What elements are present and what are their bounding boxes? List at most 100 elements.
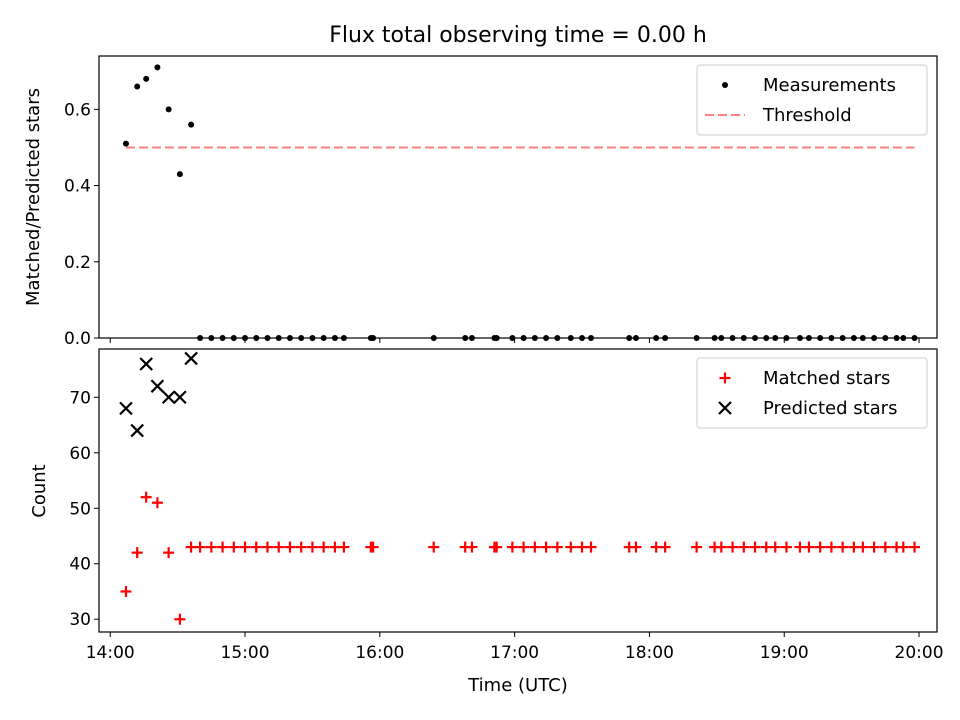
matched-star-marker	[738, 541, 750, 553]
matched-star-marker	[318, 541, 330, 553]
top-legend: Measurements Threshold	[696, 64, 928, 136]
matched-star-marker	[428, 541, 440, 553]
matched-star-marker	[261, 541, 273, 553]
measurement-point	[165, 106, 172, 113]
matched-star-marker	[630, 541, 642, 553]
y-tick-label: 30	[69, 610, 91, 630]
matched-star-marker	[551, 541, 563, 553]
matched-star-marker	[131, 547, 143, 559]
y-tick-label: 40	[69, 555, 91, 575]
bottom-panel: 30 40 50 60 70 14:00 15:00 16:00 17:00 18:00 19:00…	[29, 348, 944, 663]
matched-star-marker	[727, 541, 739, 553]
measurement-point	[143, 75, 150, 82]
legend-label: Measurements	[763, 75, 896, 96]
matched-star-marker	[825, 541, 837, 553]
matched-star-marker	[691, 541, 703, 553]
top-y-axis-label: Matched/Predicted stars	[23, 88, 44, 306]
measurement-point	[176, 171, 183, 178]
chart-title: Flux total observing time = 0.00 h	[329, 23, 707, 48]
legend-box	[696, 64, 928, 136]
x-tick-label: 16:00	[355, 643, 404, 663]
marker-stroke	[130, 423, 144, 438]
legend-marker	[718, 401, 732, 415]
matched-star-marker	[909, 541, 921, 553]
x-tick-label: 18:00	[625, 643, 674, 663]
matched-star-marker	[491, 541, 503, 553]
matched-star-marker	[857, 541, 869, 553]
matched-star-marker	[163, 547, 175, 559]
matched-star-marker	[803, 541, 815, 553]
matched-star-marker	[749, 541, 761, 553]
matched-star-marker	[897, 541, 909, 553]
legend-box	[696, 357, 928, 429]
predicted-star-marker	[161, 390, 176, 405]
marker-stroke	[161, 390, 176, 405]
y-tick-label: 70	[69, 388, 91, 408]
matched-star-marker	[174, 613, 186, 625]
y-tick-label: 50	[69, 499, 91, 519]
matched-star-marker	[466, 541, 478, 553]
matched-star-marker	[868, 541, 880, 553]
x-tick-label: 17:00	[490, 643, 539, 663]
matched-star-marker	[151, 497, 163, 509]
bottom-y-axis-label: Count	[29, 464, 50, 517]
matched-star-marker	[295, 541, 307, 553]
top-axes-frame	[98, 55, 938, 339]
matched-star-marker	[228, 541, 240, 553]
matched-star-marker	[338, 541, 350, 553]
matched-star-marker	[284, 541, 296, 553]
predicted-star-marker	[139, 357, 153, 371]
matched-star-marker	[273, 541, 285, 553]
matched-star-marker	[518, 541, 530, 553]
matched-star-marker	[239, 541, 251, 553]
measurement-point	[188, 121, 195, 128]
bottom-axes-frame	[98, 348, 938, 633]
x-axis-label: Time (UTC)	[467, 675, 568, 696]
marker-stroke	[718, 401, 732, 415]
predicted-star-marker	[184, 351, 198, 366]
marker-stroke	[150, 379, 165, 393]
marker-stroke	[173, 390, 187, 405]
measurement-point	[122, 140, 129, 147]
legend-label: Threshold	[762, 105, 852, 126]
matched-star-marker	[205, 541, 217, 553]
matched-star-marker	[529, 541, 541, 553]
matched-star-marker	[814, 541, 826, 553]
legend-label: Predicted stars	[763, 398, 897, 419]
y-tick-label: 0.4	[64, 177, 91, 197]
bottom-plot-area	[119, 351, 921, 625]
matched-star-marker	[879, 541, 891, 553]
matched-star-marker	[194, 541, 206, 553]
bottom-legend: Matched stars Predicted stars	[696, 357, 928, 429]
matched-star-marker	[715, 541, 727, 553]
top-axis-ticks: 0.0 0.2 0.4 0.6	[64, 100, 920, 349]
legend-marker	[722, 82, 728, 88]
y-tick-label: 60	[69, 444, 91, 464]
matched-star-marker	[780, 541, 792, 553]
matched-star-marker	[565, 541, 577, 553]
y-tick-label: 0.2	[64, 253, 91, 273]
matched-star-marker	[217, 541, 229, 553]
matched-star-marker	[120, 585, 132, 597]
marker-stroke	[139, 357, 153, 371]
matched-star-marker	[250, 541, 262, 553]
x-tick-label: 20:00	[895, 643, 944, 663]
matched-star-marker	[659, 541, 671, 553]
y-tick-label: 0.6	[64, 100, 91, 120]
predicted-star-marker	[173, 390, 187, 405]
matched-star-marker	[367, 541, 379, 553]
matched-star-marker	[540, 541, 552, 553]
top-panel: 0.0 0.2 0.4 0.6 Matched/Predicted stars Mea…	[23, 55, 938, 349]
marker-stroke	[184, 351, 198, 366]
y-tick-label: 0.0	[64, 329, 91, 349]
matched-star-marker	[306, 541, 318, 553]
matched-star-marker	[769, 541, 781, 553]
legend-label: Matched stars	[763, 368, 890, 389]
bottom-axis-ticks: 30 40 50 60 70 14:00 15:00 16:00 17:00 18:00 19:00…	[69, 388, 943, 663]
measurement-point	[134, 83, 141, 90]
x-tick-label: 15:00	[221, 643, 270, 663]
matched-star-marker	[585, 541, 597, 553]
x-tick-label: 19:00	[760, 643, 809, 663]
predicted-star-marker	[119, 401, 133, 416]
